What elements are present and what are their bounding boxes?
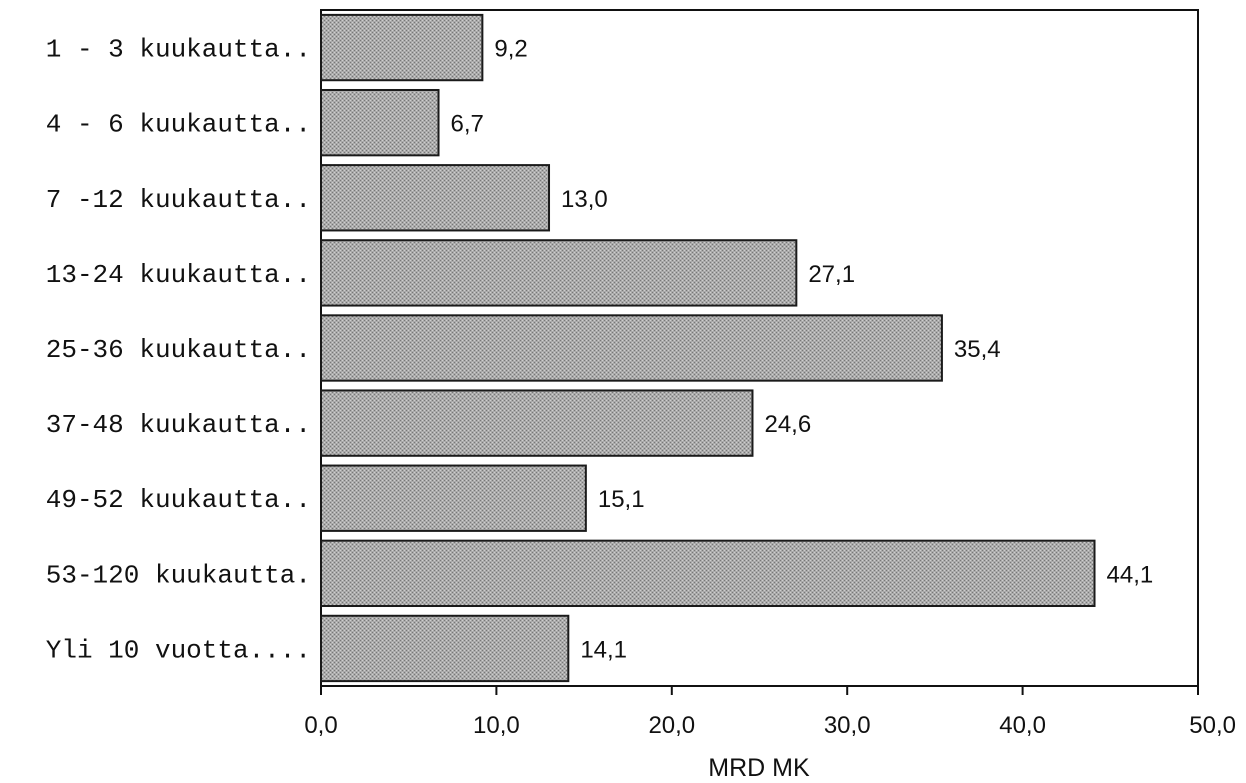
data-label: 24,6 <box>764 411 811 438</box>
x-tick-label: 10,0 <box>473 712 520 739</box>
category-label: 13-24 kuukautta.. <box>46 260 311 290</box>
x-tick-label: 30,0 <box>824 712 871 739</box>
data-label: 13,0 <box>561 186 608 213</box>
category-label: Yli 10 vuotta.... <box>46 635 311 665</box>
data-label: 15,1 <box>598 486 645 513</box>
category-label: 53-120 kuukautta. <box>46 560 311 590</box>
data-label: 14,1 <box>580 636 627 663</box>
bar <box>320 314 943 382</box>
bar <box>320 13 484 82</box>
bar <box>320 464 587 532</box>
bar <box>320 539 1096 608</box>
data-label: 6,7 <box>451 111 484 138</box>
x-tick-label: 40,0 <box>999 712 1046 739</box>
bar <box>320 239 798 307</box>
x-tick-label: 0,0 <box>304 712 337 739</box>
data-label: 35,4 <box>954 336 1001 363</box>
bar <box>320 614 570 683</box>
bar <box>320 164 551 232</box>
data-label: 9,2 <box>494 36 527 63</box>
x-tick-label: 20,0 <box>648 712 695 739</box>
category-label: 4 - 6 kuukautta.. <box>46 110 311 140</box>
category-label: 1 - 3 kuukautta.. <box>46 35 311 65</box>
bar <box>320 88 440 157</box>
category-label: 25-36 kuukautta.. <box>46 335 311 365</box>
bar <box>320 389 754 457</box>
data-label: 44,1 <box>1107 561 1154 588</box>
x-tick-label: 50,0 <box>1189 712 1236 739</box>
x-axis-title: MRD MK <box>708 754 810 782</box>
data-label: 27,1 <box>808 261 855 288</box>
category-label: 37-48 kuukautta.. <box>46 410 311 440</box>
category-label: 49-52 kuukautta.. <box>46 485 311 515</box>
category-label: 7 -12 kuukautta.. <box>46 185 311 215</box>
